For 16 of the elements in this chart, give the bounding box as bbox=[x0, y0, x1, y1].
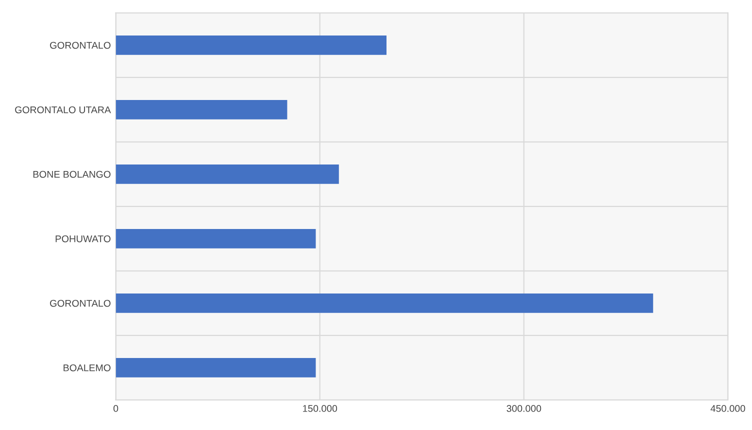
y-tick-label: BOALEMO bbox=[64, 364, 110, 372]
y-tick-label: BONE BOLANGO bbox=[33, 170, 110, 178]
bar bbox=[116, 228, 316, 248]
x-tick-label: 450.000 bbox=[710, 405, 746, 412]
y-tick-label: GORONTALO bbox=[50, 300, 110, 307]
x-tick-label: 300.000 bbox=[506, 405, 542, 412]
bar bbox=[116, 293, 654, 313]
y-tick-label: POHUWATO bbox=[56, 235, 110, 242]
bar bbox=[116, 100, 288, 120]
x-tick-label: 150.000 bbox=[303, 405, 338, 412]
bar bbox=[116, 35, 387, 55]
x-tick-label: 0 bbox=[113, 405, 118, 412]
y-tick-label: GORONTALO UTARA bbox=[15, 106, 111, 114]
bar bbox=[116, 358, 316, 378]
y-tick-label: GORONTALO bbox=[50, 42, 110, 49]
bar bbox=[116, 164, 339, 184]
